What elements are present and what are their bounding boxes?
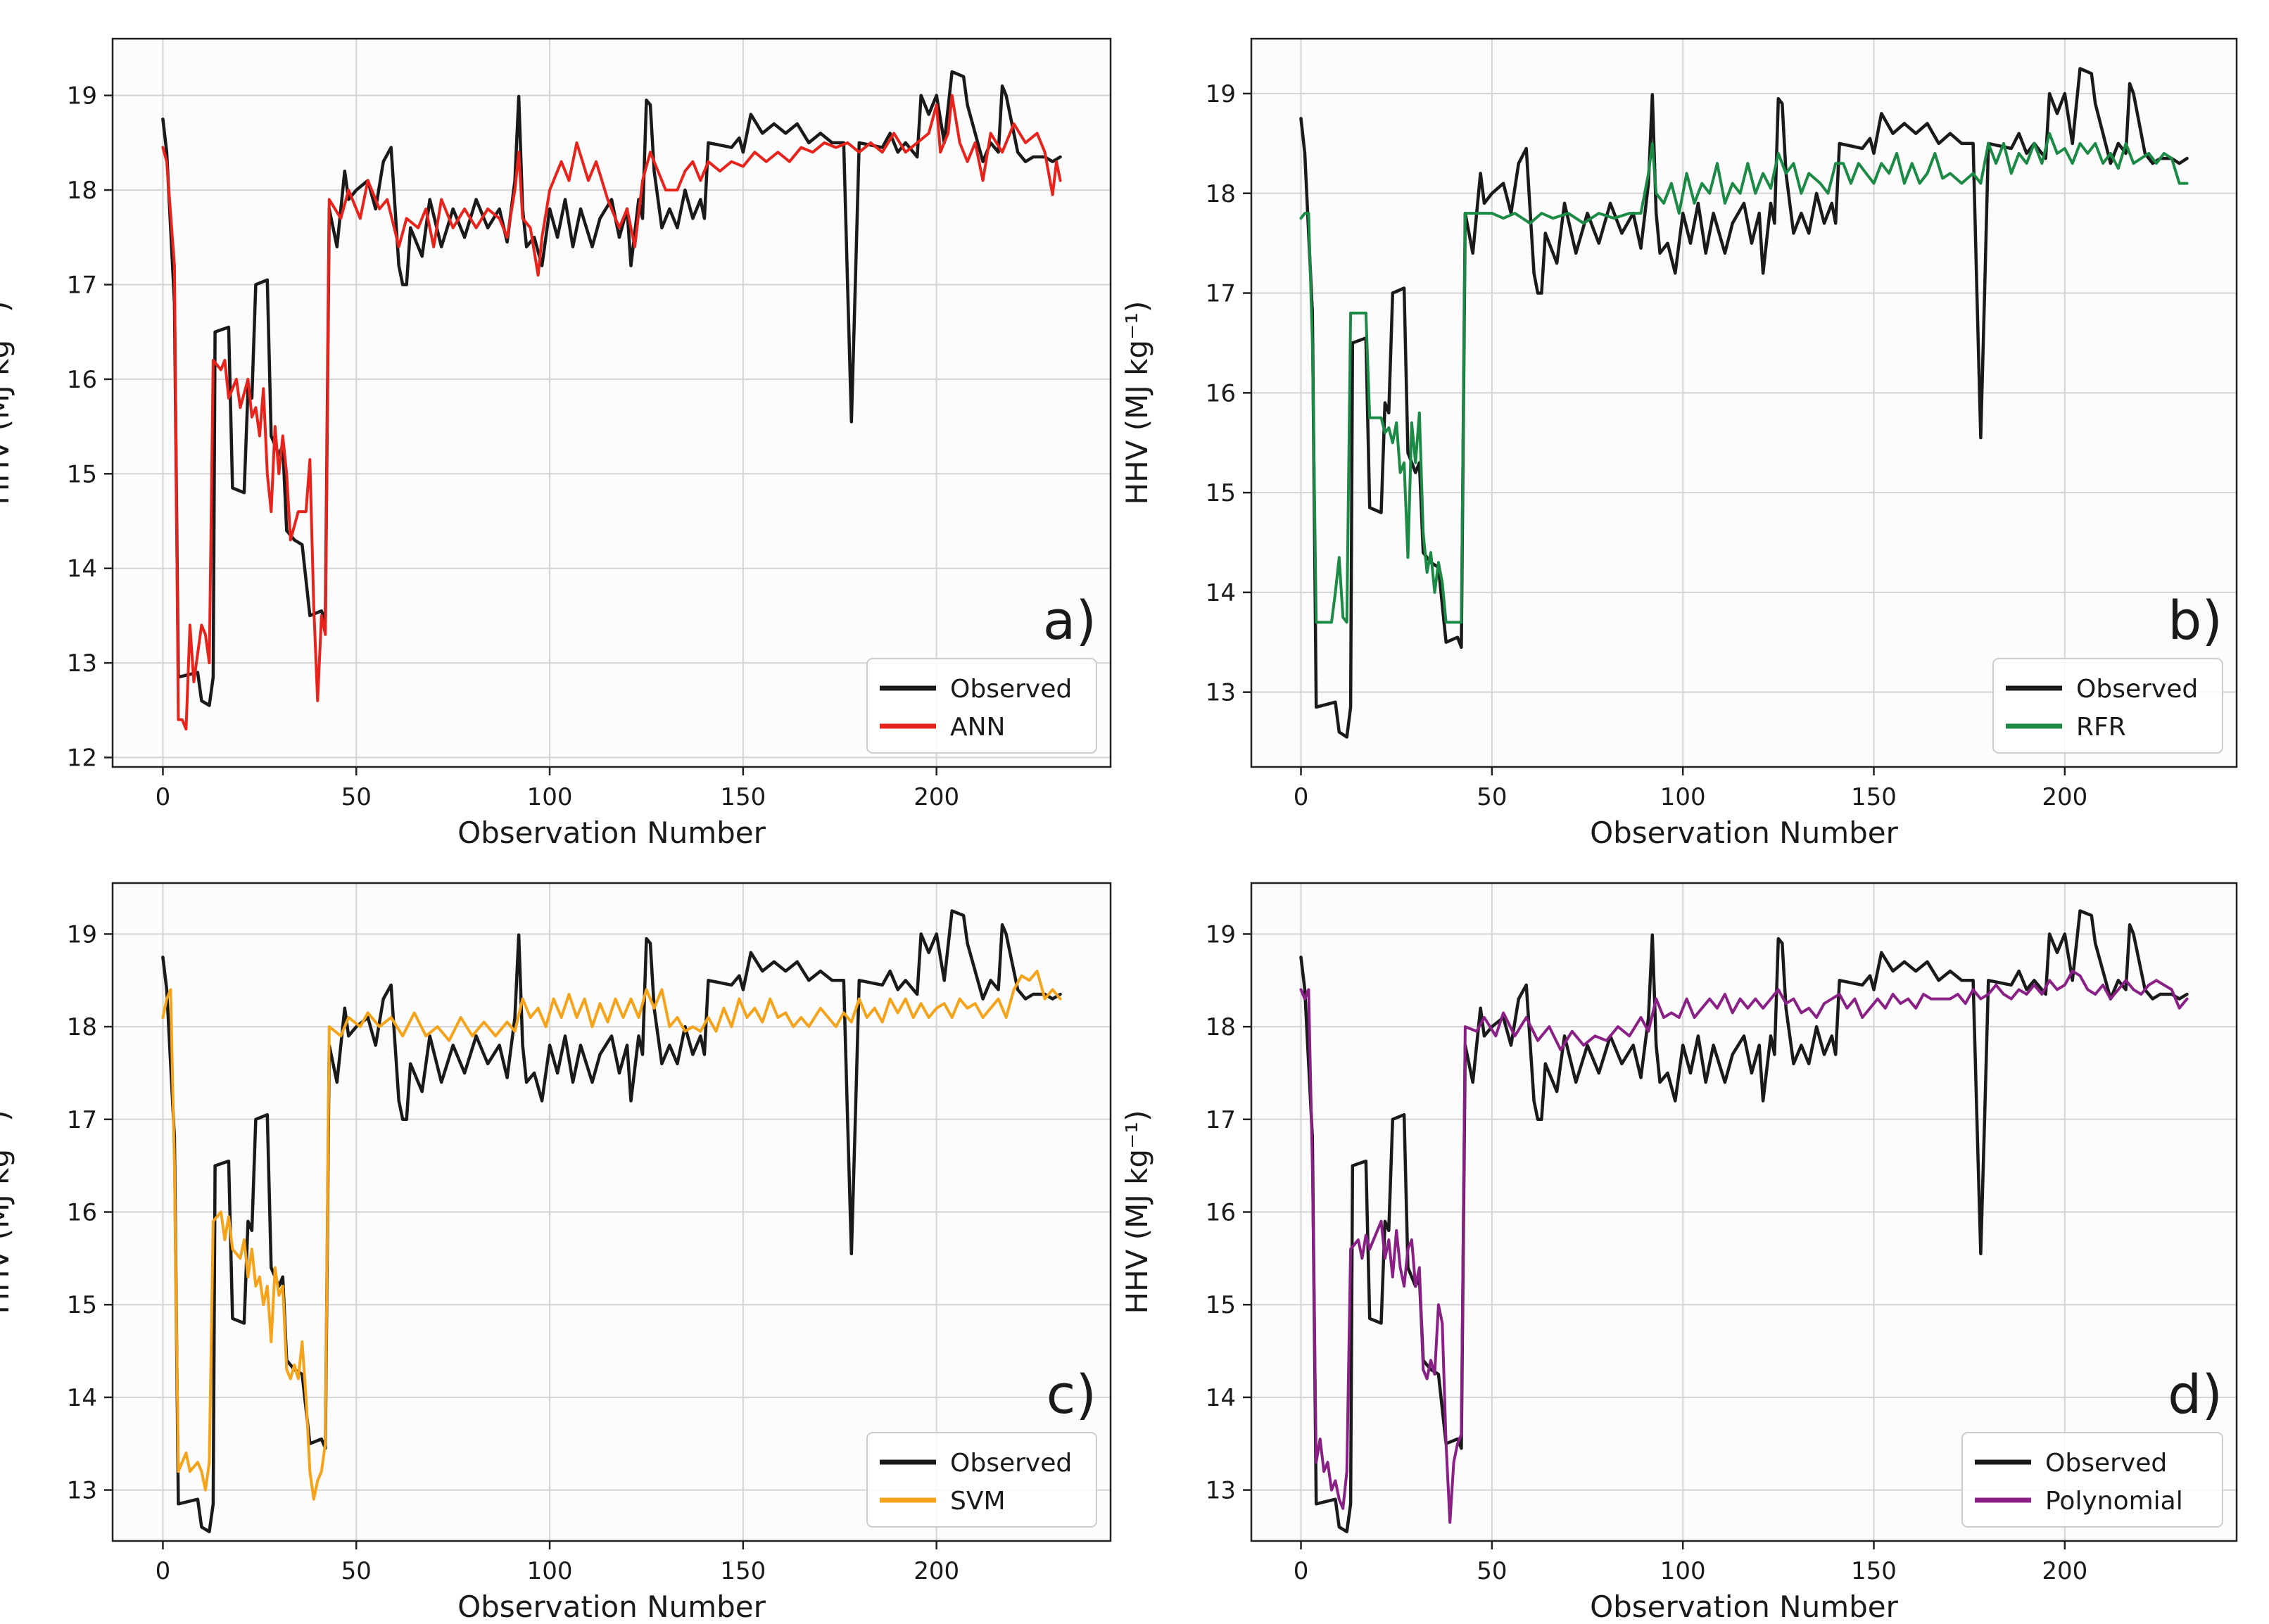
- chart-0-y-axis-title: HHV (MJ kg⁻¹): [0, 301, 15, 505]
- chart-3-x-tick-label-0: 0: [1294, 1557, 1309, 1585]
- chart-1-panel-label: b): [2168, 589, 2223, 652]
- chart-1-legend-box: [1992, 658, 2223, 754]
- chart-3-x-tick-label-2: 100: [1660, 1557, 1706, 1585]
- chart-1-legend-label-rfr: RFR: [2076, 713, 2126, 742]
- chart-3-x-tick-label-4: 200: [2042, 1557, 2087, 1585]
- chart-0-x-tick-label-3: 150: [720, 783, 766, 811]
- chart-3-y-tick-label-0: 13: [1206, 1477, 1236, 1505]
- chart-0-legend-label-ann: ANN: [950, 713, 1006, 742]
- chart-0-y-tick-label-7: 19: [67, 82, 97, 110]
- chart-3-series-polynomial-line: [1299, 970, 2189, 1524]
- chart-1-y-tick-label-6: 19: [1206, 80, 1236, 108]
- chart-2-x-axis-title: Observation Number: [457, 1590, 766, 1624]
- chart-2-y-tick-label-3: 16: [67, 1199, 97, 1227]
- chart-3-y-axis-title: HHV (MJ kg⁻¹): [1120, 1110, 1154, 1314]
- chart-2-y-axis-title: HHV (MJ kg⁻¹): [0, 1110, 15, 1314]
- chart-0-plot-area: [113, 39, 1111, 767]
- chart-2-series-observed-line: [161, 909, 1062, 1534]
- chart-1-x-tick-label-4: 200: [2042, 783, 2087, 811]
- chart-0-y-tick-label-0: 12: [67, 744, 97, 773]
- chart-3-x-axis-title: Observation Number: [1590, 1590, 1899, 1624]
- chart-2-y-tick-label-6: 19: [67, 920, 97, 949]
- chart-0-panel-label: a): [1043, 589, 1096, 652]
- chart-3-x-tick-label-3: 150: [1851, 1557, 1897, 1585]
- chart-0-legend-box: [866, 658, 1097, 754]
- chart-2-y-tick-label-5: 18: [67, 1013, 97, 1041]
- chart-1-x-axis-title: Observation Number: [1590, 816, 1899, 850]
- chart-3-series-observed-line: [1299, 909, 2189, 1534]
- chart-2-x-tick-label-2: 100: [527, 1557, 573, 1585]
- chart-1-y-tick-label-3: 16: [1206, 379, 1236, 407]
- chart-3-legend-label-polynomial: Polynomial: [2045, 1487, 2183, 1516]
- chart-2-y-tick-label-2: 15: [67, 1291, 97, 1319]
- chart-1-legend: Observed RFR: [1992, 658, 2223, 754]
- chart-0-y-tick-label-4: 16: [67, 366, 97, 394]
- chart-2-legend-label-svm: SVM: [950, 1487, 1006, 1516]
- chart-1-y-axis-title: HHV (MJ kg⁻¹): [1120, 301, 1154, 505]
- chart-1-frame: [1250, 37, 2238, 768]
- chart-2-y-tick-label-4: 17: [67, 1106, 97, 1134]
- chart-0-y-tick-label-6: 18: [67, 177, 97, 205]
- chart-0-y-tick-label-1: 13: [67, 649, 97, 678]
- chart-3-y-tick-label-5: 18: [1206, 1013, 1236, 1041]
- chart-2-x-tick-label-3: 150: [720, 1557, 766, 1585]
- chart-2-y-tick-label-0: 13: [67, 1477, 97, 1505]
- chart-3-y-tick-label-3: 16: [1206, 1199, 1236, 1227]
- chart-3-legend-label-observed: Observed: [2045, 1449, 2167, 1478]
- chart-3-y-tick-label-4: 17: [1206, 1106, 1236, 1134]
- chart-0-legend-label-observed: Observed: [950, 675, 1072, 704]
- chart-2-series-svm-line: [161, 970, 1062, 1501]
- chart-3-y-tick-label-2: 15: [1206, 1291, 1236, 1319]
- chart-0-x-tick-label-2: 100: [527, 783, 573, 811]
- chart-0-legend: Observed ANN: [866, 658, 1097, 754]
- chart-0-frame: [111, 37, 1112, 768]
- chart-1-y-tick-label-2: 15: [1206, 479, 1236, 507]
- chart-0-x-tick-label-4: 200: [914, 783, 959, 811]
- chart-3-y-tick-label-1: 14: [1206, 1384, 1236, 1412]
- chart-1-y-tick-label-5: 18: [1206, 180, 1236, 208]
- chart-2-legend: Observed SVM: [866, 1432, 1097, 1528]
- chart-2-panel-label: c): [1047, 1363, 1096, 1426]
- chart-1-x-tick-label-2: 100: [1660, 783, 1706, 811]
- chart-3-legend: Observed Polynomial: [1961, 1432, 2223, 1528]
- chart-0-y-tick-label-2: 14: [67, 555, 97, 583]
- chart-0-x-axis-title: Observation Number: [457, 816, 766, 850]
- chart-1: 0 50 100 150 200 13 14 15 16 17 18 19 Observation Nu…: [1120, 37, 2238, 850]
- chart-1-legend-label-observed: Observed: [2076, 675, 2198, 704]
- chart-1-x-tick-label-0: 0: [1294, 783, 1309, 811]
- chart-0-y-tick-label-5: 17: [67, 271, 97, 299]
- chart-1-y-tick-label-0: 13: [1206, 679, 1236, 707]
- chart-2: 0 50 100 150 200 13 14 15 16 17 18 19 Observation Nu…: [0, 882, 1112, 1624]
- chart-1-y-tick-label-4: 17: [1206, 280, 1236, 308]
- chart-2-x-tick-label-4: 200: [914, 1557, 959, 1585]
- chart-3-x-tick-label-1: 50: [1477, 1557, 1507, 1585]
- chart-1-x-tick-label-1: 50: [1477, 783, 1507, 811]
- chart-1-x-tick-label-3: 150: [1851, 783, 1897, 811]
- chart-3: 0 50 100 150 200 13 14 15 16 17 18 19 Observation Nu…: [1120, 882, 2238, 1624]
- chart-2-y-tick-label-1: 14: [67, 1384, 97, 1412]
- chart-3-panel-label: d): [2168, 1363, 2223, 1426]
- chart-2-x-tick-label-0: 0: [156, 1557, 171, 1585]
- chart-2-legend-box: [866, 1432, 1097, 1528]
- chart-1-plot-area: [1251, 39, 2237, 767]
- chart-3-y-tick-label-6: 19: [1206, 920, 1236, 949]
- chart-0-series-ann-line: [161, 94, 1062, 731]
- chart-0-x-tick-label-1: 50: [341, 783, 372, 811]
- chart-1-series-rfr-line: [1299, 132, 2189, 624]
- chart-0: 0 50 100 150 200 12 13 14 15 16 17 18 19 Observation …: [0, 37, 1112, 850]
- chart-0-x-tick-label-0: 0: [156, 783, 171, 811]
- chart-3-legend-box: [1961, 1432, 2223, 1528]
- chart-1-y-tick-label-1: 14: [1206, 579, 1236, 607]
- chart-2-x-tick-label-1: 50: [341, 1557, 372, 1585]
- chart-0-y-tick-label-3: 15: [67, 460, 97, 488]
- chart-2-legend-label-observed: Observed: [950, 1449, 1072, 1478]
